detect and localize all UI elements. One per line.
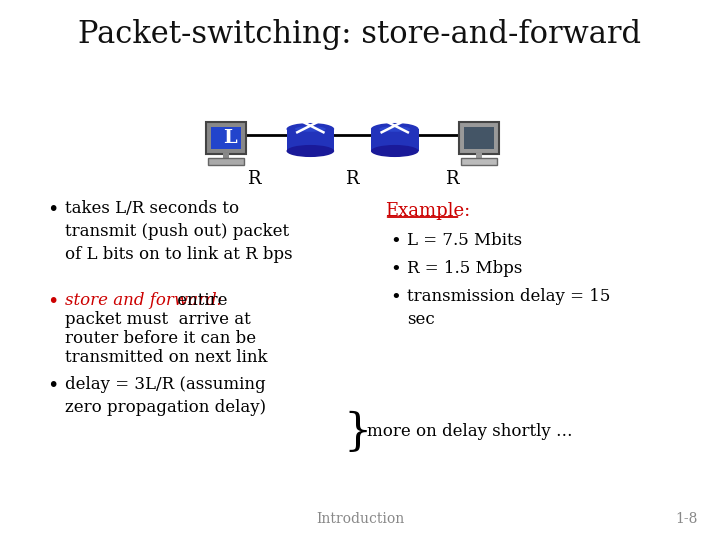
Ellipse shape <box>287 123 334 135</box>
Text: R: R <box>445 170 458 188</box>
Text: delay = 3L/R (assuming
zero propagation delay): delay = 3L/R (assuming zero propagation … <box>65 376 266 416</box>
Text: •: • <box>390 288 400 306</box>
Bar <box>459 122 499 154</box>
Text: }: } <box>343 410 372 454</box>
Bar <box>223 153 229 160</box>
Text: router before it can be: router before it can be <box>65 330 256 347</box>
Text: entire: entire <box>172 292 228 309</box>
Text: more on delay shortly …: more on delay shortly … <box>367 423 572 441</box>
Text: •: • <box>48 376 58 395</box>
Text: L = 7.5 Mbits: L = 7.5 Mbits <box>407 232 522 249</box>
Text: L: L <box>223 129 237 147</box>
Bar <box>371 129 418 151</box>
Text: •: • <box>48 200 58 219</box>
Bar <box>206 122 246 154</box>
Text: Packet-switching: store-and-forward: Packet-switching: store-and-forward <box>78 19 642 51</box>
Text: R: R <box>346 170 359 188</box>
Text: store and forward:: store and forward: <box>65 292 222 309</box>
Text: transmission delay = 15
sec: transmission delay = 15 sec <box>407 288 610 328</box>
Bar <box>476 153 482 160</box>
Text: •: • <box>48 292 58 311</box>
Bar <box>462 158 497 165</box>
Text: Example:: Example: <box>384 202 470 220</box>
Text: •: • <box>390 232 400 250</box>
Text: 1-8: 1-8 <box>675 512 698 526</box>
Ellipse shape <box>295 126 326 132</box>
Ellipse shape <box>371 145 418 157</box>
Bar <box>208 158 244 165</box>
Text: takes L/R seconds to
transmit (push out) packet
of L bits on to link at R bps: takes L/R seconds to transmit (push out)… <box>65 200 293 262</box>
Bar <box>464 127 494 149</box>
Ellipse shape <box>371 123 418 135</box>
Bar <box>287 129 334 151</box>
Text: Introduction: Introduction <box>316 512 404 526</box>
Ellipse shape <box>287 145 334 157</box>
Text: R = 1.5 Mbps: R = 1.5 Mbps <box>407 260 522 277</box>
Text: transmitted on next link: transmitted on next link <box>65 349 268 366</box>
Bar <box>211 127 240 149</box>
Ellipse shape <box>379 126 410 132</box>
Text: R: R <box>247 170 261 188</box>
Text: packet must  arrive at: packet must arrive at <box>65 311 251 328</box>
Text: •: • <box>390 260 400 278</box>
